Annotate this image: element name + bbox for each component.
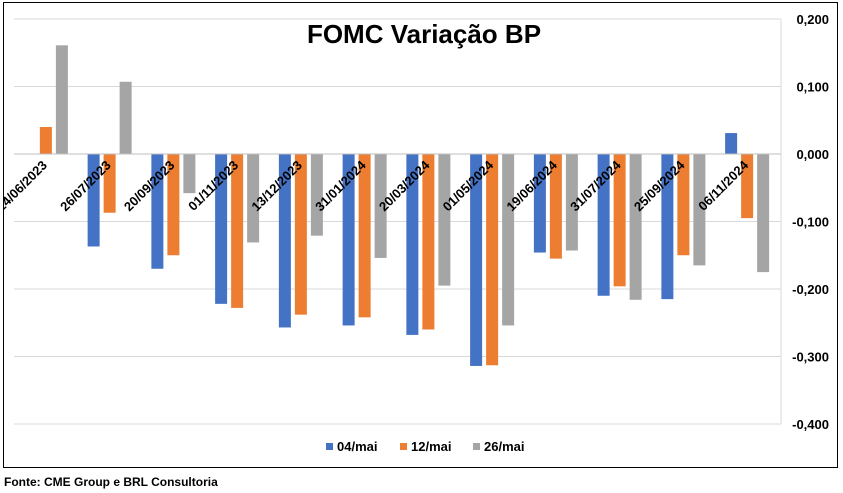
legend-swatch-12-mai [400, 443, 407, 450]
bar-26-mai-31-07-2024 [629, 154, 642, 300]
bar-04-mai-20-09-2023 [151, 154, 164, 269]
bar-26-mai-06-11-2024 [757, 154, 770, 273]
bar-12-mai-14-06-2023 [39, 127, 52, 154]
y-tick-label: -0,100 [792, 215, 829, 230]
bar-04-mai-20-03-2024 [406, 154, 419, 335]
bar-12-mai-13-12-2023 [294, 154, 307, 315]
bar-26-mai-14-06-2023 [55, 45, 68, 155]
bar-04-mai-06-11-2024 [725, 133, 738, 154]
fomc-bar-chart: 0,2000,1000,000-0,100-0,200-0,300-0,400 … [4, 12, 829, 454]
bar-12-mai-20-03-2024 [422, 154, 435, 330]
y-tick-label: 0,000 [796, 147, 829, 162]
bar-26-mai-20-03-2024 [438, 154, 451, 286]
bar-12-mai-31-01-2024 [358, 154, 371, 318]
bar-12-mai-20-09-2023 [167, 154, 180, 256]
y-tick-label: 0,100 [796, 80, 829, 95]
bar-26-mai-26-07-2023 [119, 81, 132, 154]
legend-swatch-26-mai [473, 443, 480, 450]
bar-12-mai-06-11-2024 [741, 154, 754, 219]
y-tick-label: -0,400 [792, 417, 829, 432]
bar-26-mai-01-11-2023 [247, 154, 260, 243]
bar-12-mai-19-06-2024 [549, 154, 562, 259]
bar-12-mai-01-05-2024 [486, 154, 499, 366]
x-tick-label: 14/06/2023 [4, 158, 50, 215]
bar-04-mai-25-09-2024 [661, 154, 674, 300]
bar-26-mai-19-06-2024 [565, 154, 578, 251]
legend-label-04-mai: 04/mai [337, 439, 377, 454]
chart-frame: 0,200 0,100 0,000 -0,100 -0,200 -0,300 -0,400 … [3, 2, 838, 468]
legend-label-12-mai: 12/mai [411, 439, 451, 454]
bar-04-mai-19-06-2024 [533, 154, 546, 253]
bar-04-mai-01-11-2023 [215, 154, 228, 304]
bar-26-mai-01-05-2024 [502, 154, 515, 326]
legend-label-26-mai: 26/mai [484, 439, 524, 454]
bar-26-mai-13-12-2023 [310, 154, 323, 236]
chart-title: FOMC Variação BP [307, 19, 541, 49]
bar-12-mai-01-11-2023 [231, 154, 244, 308]
y-tick-label: -0,200 [792, 282, 829, 297]
bar-12-mai-26-07-2023 [103, 154, 116, 213]
bar-26-mai-25-09-2024 [693, 154, 706, 266]
bar-12-mai-25-09-2024 [677, 154, 690, 256]
y-tick-label: -0,300 [792, 350, 829, 365]
legend: 04/mai 12/mai 26/mai [326, 439, 524, 454]
bar-26-mai-20-09-2023 [183, 154, 196, 194]
bar-26-mai-31-01-2024 [374, 154, 387, 258]
bar-04-mai-01-05-2024 [470, 154, 483, 366]
y-axis-ticks: 0,200 0,100 0,000 -0,100 -0,200 -0,300 -0,400 [792, 12, 829, 432]
bar-04-mai-26-07-2023 [87, 154, 100, 247]
legend-swatch-04-mai [326, 443, 333, 450]
bar-12-mai-31-07-2024 [613, 154, 626, 287]
bar-04-mai-13-12-2023 [278, 154, 291, 328]
bar-04-mai-31-01-2024 [342, 154, 355, 326]
bars [14, 45, 781, 366]
y-tick-label: 0,200 [796, 12, 829, 27]
source-note: Fonte: CME Group e BRL Consultoria [4, 475, 218, 489]
bar-04-mai-31-07-2024 [597, 154, 610, 296]
